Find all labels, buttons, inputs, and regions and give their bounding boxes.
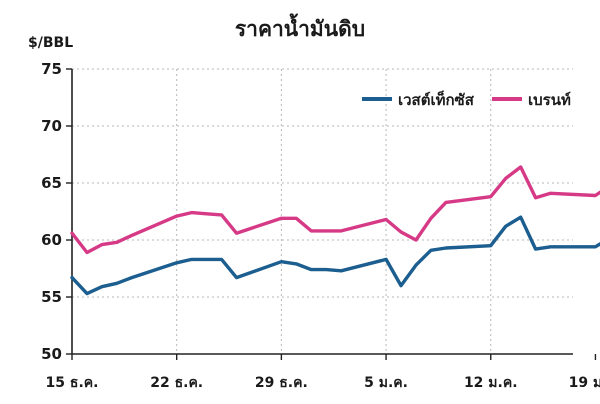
x-tick-label: 12 ม.ค. <box>464 375 518 391</box>
x-tick-label: 15 ธ.ค. <box>46 375 99 391</box>
y-tick-label: 65 <box>41 174 62 192</box>
series-line-brent <box>70 165 600 255</box>
x-tick-label: 19 ม.ค. <box>569 375 600 391</box>
gridlines <box>72 68 573 354</box>
series-lines <box>70 165 600 296</box>
y-tick-label: 75 <box>41 60 62 78</box>
legend: เวสต์เท็กซัส เบรนท์ <box>362 90 571 109</box>
y-tick-label: 60 <box>41 231 62 249</box>
axes: 50 55 60 65 70 75 15 ธ.ค. 22 ธ.ค. 29 ธ.ค. 5 ม.ค. 1… <box>41 60 600 391</box>
x-tick-label: 29 ธ.ค. <box>255 375 308 391</box>
y-tick-label: 50 <box>41 345 62 363</box>
legend-label-wti: เวสต์เท็กซัส <box>398 90 475 109</box>
y-tick-label: 55 <box>41 288 62 306</box>
y-axis-unit: $/BBL <box>28 35 73 51</box>
chart-title: ราคาน้ำมันดิบ <box>235 13 365 41</box>
y-tick-label: 70 <box>41 117 62 135</box>
x-tick-label: 22 ธ.ค. <box>150 375 203 391</box>
x-tick-label: 5 ม.ค. <box>364 375 408 391</box>
legend-label-brent: เบรนท์ <box>528 91 571 109</box>
series-line-wti <box>70 215 600 296</box>
